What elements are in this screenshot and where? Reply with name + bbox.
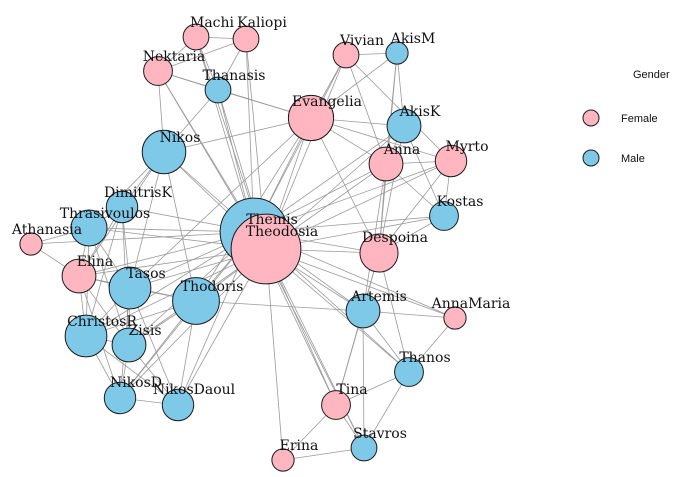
edge-kaliopi-nektaria	[157, 38, 247, 72]
node-thanos[interactable]	[394, 357, 424, 387]
node-kostas[interactable]	[429, 201, 459, 231]
node-label-kaliopi: Kaliopi	[237, 15, 287, 31]
node-thanasis[interactable]	[204, 76, 232, 104]
node-label-tina: Tina	[336, 382, 367, 398]
node-label-evangelia: Evangelia	[292, 94, 362, 110]
labels-layer: Machi Kaliopi Vivian AkisM Nektaria Thanasis E…	[11, 15, 510, 454]
node-label-thanos: Thanos	[399, 350, 450, 366]
legend-female-swatch	[582, 109, 600, 127]
node-tina[interactable]	[321, 390, 351, 420]
node-athanasia[interactable]	[19, 232, 43, 256]
node-thrasivoulos[interactable]	[70, 209, 108, 247]
node-thodoris[interactable]	[172, 277, 220, 325]
node-vivian[interactable]	[332, 41, 360, 69]
node-label-christosr: ChristosR	[67, 314, 137, 330]
node-label-theodosia: Theodosia	[246, 224, 318, 240]
node-dimitrisk[interactable]	[105, 190, 139, 224]
node-label-nikosd: NikosD	[110, 375, 162, 391]
edge-evangelia-myrto	[310, 117, 452, 162]
edge-thodoris-artemis	[195, 300, 364, 312]
node-label-thrasivoulos: Thrasivoulos	[60, 206, 151, 222]
edge-erina-stavros	[282, 447, 365, 461]
node-nikosd[interactable]	[103, 381, 137, 415]
node-anna[interactable]	[368, 146, 404, 182]
legend-male-swatch	[582, 149, 600, 167]
node-label-zisis: Zisis	[128, 323, 161, 339]
node-label-themis: Themis	[246, 212, 298, 228]
legend: Gender Female Male	[582, 69, 670, 167]
node-christosr[interactable]	[64, 314, 108, 358]
edge-evangelia-nikos	[163, 117, 312, 153]
node-nektaria[interactable]	[143, 56, 173, 86]
node-machi[interactable]	[182, 23, 210, 51]
node-evangelia[interactable]	[287, 94, 335, 142]
edge-vivian-anna	[345, 54, 387, 165]
node-label-nikos: Nikos	[160, 130, 201, 146]
node-label-vivian: Vivian	[339, 33, 384, 49]
node-label-machi: Machi	[190, 15, 235, 31]
edge-despoina-thanos	[378, 252, 410, 373]
node-label-artemis: Artemis	[350, 289, 407, 305]
node-tasos[interactable]	[108, 266, 152, 310]
node-despoina[interactable]	[359, 233, 399, 273]
node-annamaria[interactable]	[443, 306, 467, 330]
node-label-nektaria: Nektaria	[143, 49, 206, 65]
node-label-nikosdaoul: NikosDaoul	[153, 382, 236, 398]
node-label-dimitrisk: DimitrisK	[104, 185, 172, 201]
node-label-athanasia: Athanasia	[11, 222, 82, 238]
node-artemis[interactable]	[345, 293, 381, 329]
legend-male-label: Male	[621, 153, 645, 165]
nodes-layer	[19, 23, 468, 472]
node-label-thodoris: Thodoris	[181, 279, 244, 295]
node-label-myrto: Myrto	[446, 139, 489, 155]
node-label-thanasis: Thanasis	[203, 68, 266, 84]
edge-vivian-myrto	[345, 54, 452, 162]
node-myrto[interactable]	[434, 144, 468, 178]
edge-athanasia-themis	[30, 231, 255, 245]
node-elina[interactable]	[61, 258, 97, 294]
node-label-tasos: Tasos	[126, 266, 165, 282]
node-label-akisk: AkisK	[399, 104, 441, 120]
node-stavros[interactable]	[350, 434, 378, 462]
edge-myrto-themis	[253, 160, 452, 233]
node-akism[interactable]	[385, 41, 409, 65]
node-label-stavros: Stavros	[353, 426, 407, 442]
node-erina[interactable]	[271, 448, 295, 472]
legend-female-label: Female	[621, 113, 658, 125]
node-nikosdaoul[interactable]	[161, 388, 195, 422]
edge-nikos-tasos	[129, 151, 165, 289]
node-akisk[interactable]	[386, 108, 422, 144]
edge-artemis-stavros	[362, 310, 365, 449]
node-nikos[interactable]	[141, 129, 187, 175]
node-label-erina: Erina	[280, 438, 319, 454]
edge-theodosia-stavros	[265, 248, 365, 449]
node-theodosia[interactable]	[230, 213, 302, 285]
node-label-akism: AkisM	[390, 31, 436, 47]
node-label-despoina: Despoina	[362, 230, 428, 246]
node-zisis[interactable]	[111, 327, 147, 363]
node-kaliopi[interactable]	[232, 25, 260, 53]
edge-nikos-thodoris	[163, 151, 197, 302]
edge-evangelia-tasos	[129, 117, 312, 289]
node-label-elina: Elina	[77, 254, 114, 270]
node-label-kostas: Kostas	[437, 194, 484, 210]
node-label-anna: Anna	[383, 142, 421, 158]
legend-title: Gender	[633, 69, 670, 81]
node-label-annamaria: AnnaMaria	[431, 296, 511, 312]
